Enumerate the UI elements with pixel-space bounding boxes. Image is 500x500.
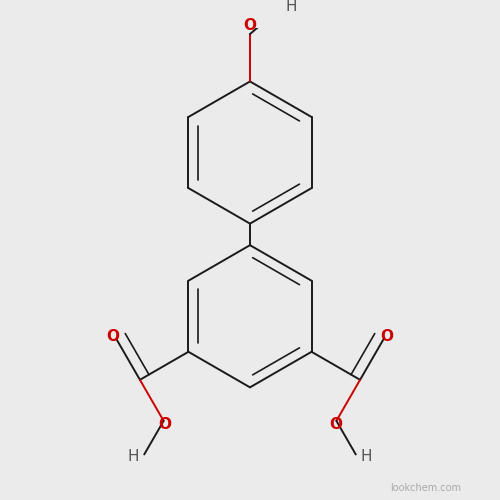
Text: O: O: [158, 417, 171, 432]
Text: O: O: [329, 417, 342, 432]
Text: lookchem.com: lookchem.com: [390, 482, 461, 492]
Text: H: H: [128, 449, 139, 464]
Text: O: O: [244, 18, 256, 33]
Text: H: H: [286, 0, 297, 14]
Text: O: O: [380, 329, 394, 344]
Text: H: H: [361, 449, 372, 464]
Text: O: O: [106, 329, 120, 344]
